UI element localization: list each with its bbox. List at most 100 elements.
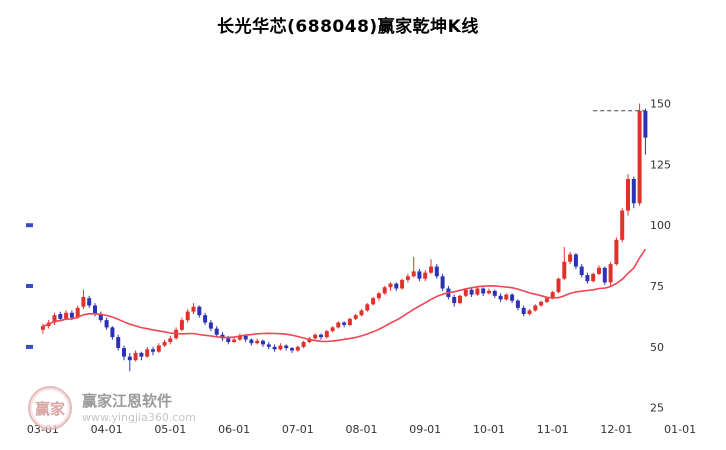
watermark: 赢家 赢家江恩软件 www.yingjia360.com: [28, 386, 196, 430]
candle: [597, 265, 601, 276]
candle: [237, 333, 242, 341]
brand-logo-text: 赢家: [34, 399, 65, 418]
brand-url: www.yingjia360.com: [82, 410, 196, 424]
candle: [290, 346, 294, 353]
candle: [295, 345, 300, 352]
svg-text:08-01: 08-01: [346, 423, 378, 436]
candle: [527, 309, 532, 316]
svg-text:11-01: 11-01: [537, 423, 569, 436]
candle: [156, 343, 161, 353]
candle: [481, 287, 486, 296]
left-tick-marks: [26, 223, 33, 349]
candle: [579, 264, 584, 278]
candle: [342, 321, 347, 328]
candle: [266, 342, 271, 350]
svg-text:150: 150: [650, 98, 671, 111]
candle: [365, 303, 370, 312]
candle: [388, 282, 393, 291]
brand-name: 赢家江恩软件: [82, 391, 173, 410]
chart-title: 长光华芯(688048)赢家乾坤K线: [217, 17, 479, 37]
candle: [382, 286, 387, 295]
candle: [458, 294, 462, 305]
candle: [411, 256, 416, 278]
candle: [602, 266, 607, 285]
svg-text:06-01: 06-01: [218, 423, 250, 436]
candle: [591, 272, 596, 283]
candle: [151, 346, 155, 356]
candle: [336, 321, 341, 329]
candle: [585, 272, 590, 284]
candle: [539, 300, 544, 307]
candle: [301, 340, 306, 349]
candle: [353, 314, 358, 321]
candle: [533, 304, 538, 312]
candle: [232, 337, 237, 344]
candle: [492, 289, 497, 299]
candle: [208, 320, 213, 332]
svg-text:100: 100: [650, 219, 671, 232]
candle: [434, 264, 439, 279]
candle: [243, 334, 248, 342]
candle: [110, 326, 115, 340]
candle: [87, 295, 92, 308]
candle: [515, 299, 520, 311]
candles-layer: [40, 103, 648, 372]
candle: [319, 333, 323, 340]
candle: [127, 352, 132, 372]
candle: [179, 317, 184, 332]
x-axis-labels: 03-01 04-01 05-01 06-01 07-01 08-01 09-01 10-01…: [27, 423, 696, 436]
candle: [255, 338, 260, 345]
candle: [556, 277, 561, 294]
candle: [400, 278, 405, 290]
svg-text:10-01: 10-01: [473, 423, 505, 436]
candle: [608, 261, 613, 286]
y-axis-labels: 150 125 100 75 50 25: [650, 98, 671, 415]
svg-text:125: 125: [650, 158, 671, 171]
candle: [272, 344, 277, 352]
candle: [52, 312, 57, 325]
candle: [463, 288, 468, 297]
candle: [469, 288, 474, 297]
svg-text:75: 75: [650, 280, 664, 293]
candle: [487, 288, 491, 295]
candle: [498, 293, 503, 302]
svg-text:04-01: 04-01: [91, 423, 123, 436]
candle: [440, 273, 445, 291]
candle: [203, 312, 208, 325]
candle: [145, 346, 150, 358]
candle: [562, 247, 567, 280]
candle: [261, 339, 265, 347]
candle: [359, 309, 364, 317]
candle: [139, 351, 144, 361]
candle: [452, 294, 457, 307]
brand-logo-icon: 赢家: [28, 386, 72, 430]
ma-line: [42, 248, 647, 343]
candle: [417, 269, 422, 282]
candle: [278, 343, 283, 351]
candle: [330, 326, 335, 333]
candle: [324, 329, 329, 339]
candle: [162, 339, 167, 347]
candle: [637, 103, 642, 206]
svg-text:25: 25: [650, 402, 664, 415]
candle: [122, 345, 126, 361]
candle: [185, 309, 190, 323]
candle: [133, 350, 138, 362]
svg-text:01-01: 01-01: [664, 423, 696, 436]
svg-text:05-01: 05-01: [154, 423, 186, 436]
svg-text:07-01: 07-01: [282, 423, 314, 436]
candle: [429, 259, 433, 274]
candle: [643, 108, 648, 155]
candle: [197, 305, 202, 318]
candle: [58, 311, 63, 322]
candle: [371, 297, 376, 306]
candle: [631, 176, 636, 209]
candle: [510, 293, 515, 304]
candle: [116, 334, 121, 351]
candle: [313, 333, 318, 340]
candle: [626, 174, 630, 216]
candle: [573, 253, 578, 269]
